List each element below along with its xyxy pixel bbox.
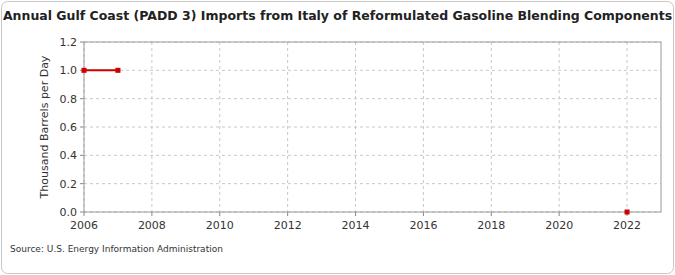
y-grid-line [84, 155, 661, 156]
y-tick-label: 0.0 [60, 206, 78, 219]
x-tick-label: 2018 [477, 219, 505, 232]
x-tick [491, 212, 492, 216]
y-grid-line [84, 127, 661, 128]
y-grid-line [84, 70, 661, 71]
y-tick [80, 183, 84, 184]
y-tick-label: 0.8 [60, 93, 78, 106]
source: Source: U.S. Energy Information Administ… [10, 244, 223, 254]
x-grid-line [491, 42, 492, 212]
x-tick-label: 2010 [206, 219, 234, 232]
x-tick [423, 212, 424, 216]
y-grid-line [84, 183, 661, 184]
series-line [84, 70, 627, 212]
y-tick-label: 0.4 [60, 149, 78, 162]
x-tick-label: 2020 [545, 219, 573, 232]
chart-border [2, 2, 674, 274]
chart: Annual Gulf Coast (PADD 3) Imports from … [0, 0, 675, 275]
y-tick [80, 127, 84, 128]
y-tick-label: 1.2 [60, 36, 78, 49]
y-grid-line [84, 98, 661, 99]
x-tick [287, 212, 288, 216]
plot-area [84, 42, 661, 212]
y-tick-label: 1.0 [60, 64, 78, 77]
x-grid-line [151, 42, 152, 212]
y-tick-label: 0.6 [60, 121, 78, 134]
x-tick-label: 2008 [138, 219, 166, 232]
y-tick [80, 42, 84, 43]
plot-frame [84, 42, 661, 212]
x-tick [219, 212, 220, 216]
y-tick-label: 0.2 [60, 178, 78, 191]
data-point [625, 210, 630, 215]
x-tick [151, 212, 152, 216]
y-tick [80, 98, 84, 99]
x-tick [559, 212, 560, 216]
x-tick-label: 2016 [409, 219, 437, 232]
x-grid-line [627, 42, 628, 212]
data-point [82, 68, 87, 73]
title: Annual Gulf Coast (PADD 3) Imports from … [3, 8, 672, 23]
x-tick-label: 2012 [274, 219, 302, 232]
series-group [82, 68, 630, 215]
y-tick [80, 155, 84, 156]
x-tick-label: 2022 [613, 219, 641, 232]
x-grid-line [423, 42, 424, 212]
x-grid-line [219, 42, 220, 212]
x-tick [84, 212, 85, 216]
x-tick-label: 2006 [70, 219, 98, 232]
y-axis-label: Thousand Barrels per Day [38, 55, 51, 199]
x-grid-line [355, 42, 356, 212]
x-grid-line [559, 42, 560, 212]
y-tick [80, 212, 84, 213]
x-grid-line [287, 42, 288, 212]
data-point [115, 68, 120, 73]
x-tick-label: 2014 [342, 219, 370, 232]
x-tick [355, 212, 356, 216]
